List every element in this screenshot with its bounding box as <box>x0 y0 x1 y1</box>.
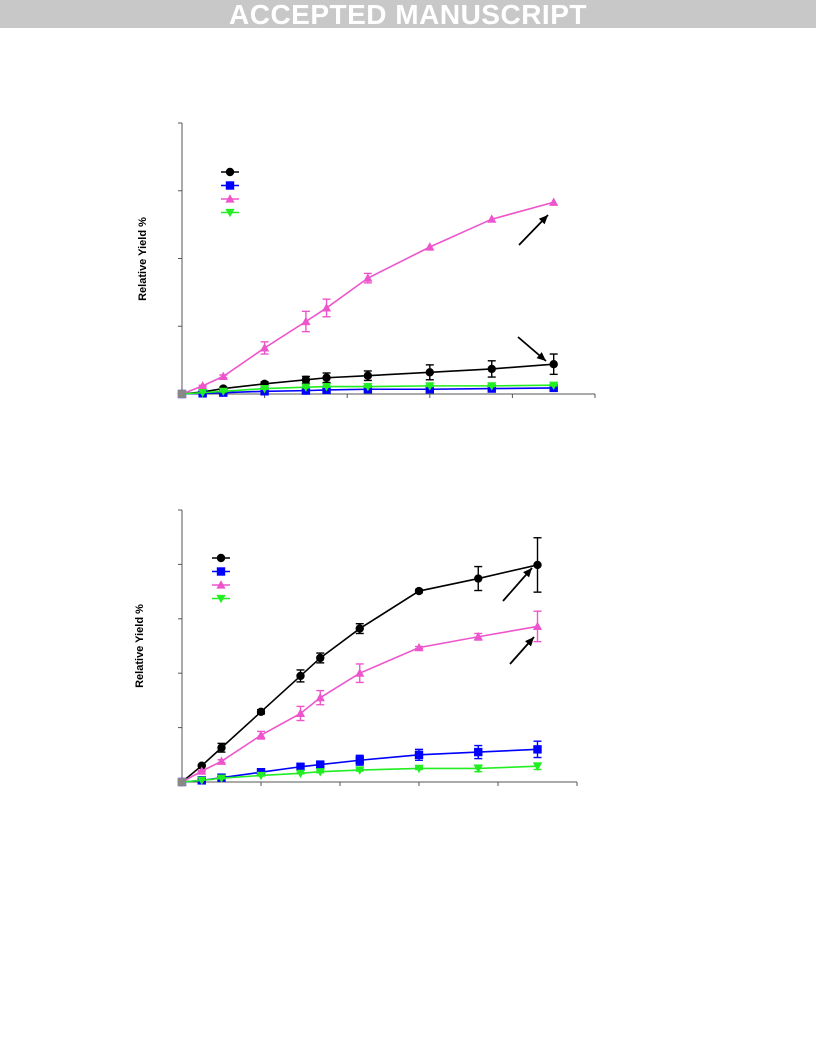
arrow-head <box>538 215 548 225</box>
data-point <box>260 384 270 394</box>
chart-top-series-green-triangle <box>177 381 559 399</box>
data-point <box>217 743 226 752</box>
data-point <box>414 586 424 596</box>
data-point <box>414 642 424 652</box>
data-point <box>363 382 373 392</box>
data-point <box>355 766 365 775</box>
series-line <box>181 564 538 783</box>
data-point <box>315 768 325 777</box>
series-line <box>181 625 538 783</box>
data-point <box>198 389 208 398</box>
arrow-head <box>525 637 534 647</box>
data-point <box>549 381 559 390</box>
chart-top-y-axis-label: Relative Yield % <box>137 217 149 301</box>
data-point <box>296 762 305 771</box>
data-point <box>487 364 496 374</box>
series-line <box>181 201 554 395</box>
data-point <box>260 343 270 352</box>
data-point <box>256 730 266 739</box>
legend-marker-green-triangle <box>225 208 235 218</box>
chart-top <box>0 0 816 420</box>
data-point <box>216 756 227 765</box>
data-point <box>549 359 558 369</box>
chart-bottom-series-black-circle <box>177 537 542 787</box>
data-point <box>532 621 543 631</box>
legend-marker-blue-square <box>216 567 226 576</box>
data-point <box>355 756 364 765</box>
data-point <box>321 303 332 312</box>
chart-bottom-annotation-arrow <box>509 636 535 665</box>
data-point <box>414 750 424 759</box>
legend-marker-black-circle <box>225 167 235 177</box>
data-point <box>295 708 306 718</box>
data-point <box>473 764 483 774</box>
data-point <box>425 382 435 391</box>
data-point <box>474 574 483 583</box>
banner-text: ACCEPTED MANUSCRIPT <box>229 0 587 30</box>
accepted-manuscript-banner: ACCEPTED MANUSCRIPT <box>0 0 816 30</box>
chart-bottom-series-pink-triangle <box>177 610 543 786</box>
data-point <box>549 197 559 206</box>
series-line <box>181 387 554 395</box>
data-point <box>316 653 325 663</box>
data-point <box>363 273 373 282</box>
chart-bottom-svg <box>177 509 578 787</box>
legend-marker-pink-triangle <box>216 580 226 589</box>
chart-top-svg <box>177 122 596 399</box>
data-point <box>355 668 365 677</box>
data-point <box>216 774 227 783</box>
data-point <box>301 383 311 393</box>
legend-marker-black-circle <box>216 553 226 563</box>
data-point <box>414 764 424 774</box>
data-point <box>197 761 206 770</box>
data-point <box>301 375 311 384</box>
data-point <box>487 214 497 223</box>
data-point <box>197 766 207 775</box>
arrow-head <box>523 568 532 578</box>
chart-top-annotation-arrow <box>518 214 549 246</box>
data-point <box>363 371 373 380</box>
chart-bottom <box>0 420 816 840</box>
chart-bottom-annotation-arrow <box>502 567 533 602</box>
series-line <box>181 363 554 395</box>
data-point <box>198 381 208 390</box>
data-point <box>533 560 542 570</box>
legend-marker-green-triangle <box>216 594 226 604</box>
legend-marker-blue-square <box>225 181 235 190</box>
data-point <box>532 762 543 772</box>
chart-top-legend <box>221 167 239 218</box>
data-point <box>301 316 311 326</box>
data-point <box>295 769 306 779</box>
data-point <box>197 776 207 786</box>
chart-bottom-origin-marker <box>178 778 186 786</box>
data-point <box>316 760 325 769</box>
data-point <box>474 747 483 757</box>
series-line <box>181 384 554 395</box>
data-point <box>256 707 266 717</box>
data-point <box>487 382 497 391</box>
data-point <box>322 373 331 382</box>
chart-bottom-y-axis-label: Relative Yield % <box>134 604 146 688</box>
data-point <box>321 382 332 392</box>
data-point <box>315 692 325 702</box>
chart-top-origin-marker <box>178 390 186 398</box>
data-point <box>296 671 305 681</box>
arrow-head <box>536 352 546 361</box>
data-point <box>218 371 228 380</box>
data-point <box>425 242 435 251</box>
data-point <box>218 387 228 397</box>
data-point <box>533 745 542 754</box>
legend-marker-pink-triangle <box>225 194 235 203</box>
chart-top-annotation-arrow <box>517 336 547 362</box>
data-point <box>425 368 434 377</box>
data-point <box>355 624 364 633</box>
chart-bottom-series-blue-square <box>177 740 542 787</box>
chart-bottom-legend <box>212 553 230 604</box>
chart-bottom-series-green-triangle <box>177 762 543 787</box>
series-line <box>181 765 538 783</box>
data-point <box>473 631 483 641</box>
data-point <box>256 771 266 781</box>
